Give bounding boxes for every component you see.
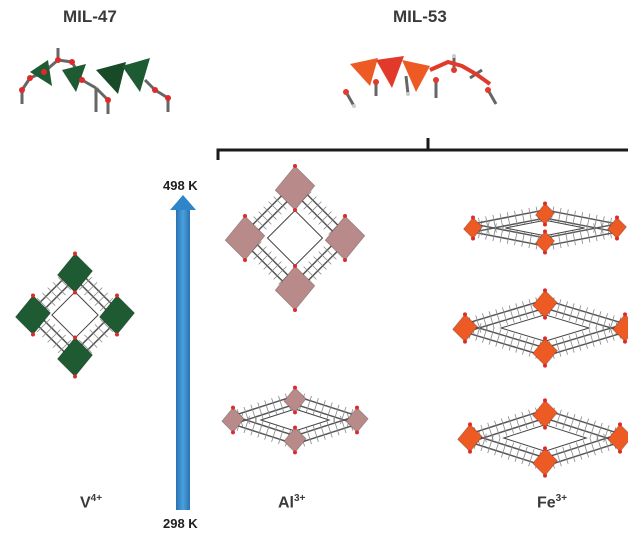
al-framework-high-temperature <box>224 164 366 312</box>
title-mil-47: MIL-47 <box>63 7 117 26</box>
temperature-low-label: 298 K <box>163 516 198 531</box>
fe-framework-bottom <box>457 398 628 478</box>
mil-53-chain <box>343 54 498 108</box>
al-framework-low-temperature <box>221 385 369 455</box>
temperature-high-label: 498 K <box>163 178 198 193</box>
label-iron: Fe3+ <box>537 493 568 512</box>
fe-framework-top <box>463 201 627 255</box>
title-mil-53: MIL-53 <box>393 7 447 26</box>
mil-47-chain <box>19 48 171 114</box>
fe-framework-middle <box>452 288 628 368</box>
temperature-arrow <box>170 195 196 510</box>
mil-53-bracket <box>216 148 628 160</box>
label-vanadium: V4+ <box>80 493 103 512</box>
label-aluminum: Al3+ <box>278 493 306 512</box>
v-framework <box>14 251 136 379</box>
